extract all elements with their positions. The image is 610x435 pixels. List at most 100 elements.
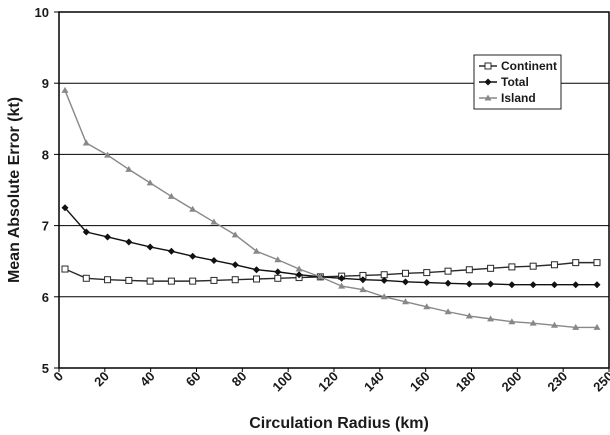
data-point	[508, 318, 516, 325]
x-tick-label: 160	[407, 369, 433, 395]
data-point	[465, 266, 473, 274]
data-point	[484, 94, 492, 101]
data-point	[274, 274, 282, 282]
data-point	[338, 274, 346, 282]
series-layer	[61, 86, 601, 330]
y-tick-label: 9	[42, 76, 49, 91]
data-point	[550, 261, 558, 269]
x-tick-label: 180	[453, 369, 479, 395]
x-axis-ticks: 0 20 40 60 80 100 120 140 160 180 200 230 250	[50, 368, 610, 394]
data-point	[572, 281, 580, 289]
data-point	[189, 252, 197, 260]
x-tick-label: 20	[91, 369, 112, 390]
y-tick-label: 5	[42, 361, 49, 376]
data-point	[550, 281, 558, 289]
series-island	[61, 86, 601, 330]
data-point	[82, 274, 90, 282]
legend: Continent Total Island	[473, 54, 562, 110]
data-point	[61, 265, 69, 273]
y-tick-label: 8	[42, 147, 49, 162]
y-tick-label: 7	[42, 219, 49, 234]
data-point	[274, 268, 282, 276]
legend-label: Total	[501, 75, 529, 89]
data-point	[61, 204, 69, 212]
x-tick-label: 250	[590, 369, 610, 395]
data-point	[125, 276, 133, 284]
x-tick-label: 80	[229, 369, 250, 390]
data-point	[167, 192, 175, 199]
data-point	[253, 247, 261, 254]
data-point	[550, 321, 558, 328]
data-point	[423, 269, 431, 277]
data-point	[210, 218, 218, 225]
data-point	[423, 303, 431, 310]
legend-label: Continent	[501, 59, 557, 73]
data-point	[146, 243, 154, 251]
data-point	[380, 276, 388, 284]
data-point	[444, 267, 452, 275]
data-point	[104, 276, 112, 284]
data-point	[231, 276, 239, 284]
data-point	[61, 86, 69, 93]
x-tick-label: 40	[137, 369, 158, 390]
data-point	[508, 263, 516, 271]
data-point	[380, 293, 388, 300]
data-point	[572, 323, 580, 330]
data-point	[231, 261, 239, 269]
x-tick-label: 200	[499, 369, 525, 395]
data-point	[210, 276, 218, 284]
x-tick-label: 230	[544, 369, 570, 395]
data-point	[593, 259, 601, 267]
data-point	[146, 179, 154, 186]
data-point	[104, 233, 112, 241]
data-point	[401, 269, 409, 277]
data-point	[593, 281, 601, 289]
legend-label: Island	[501, 91, 536, 105]
data-point	[484, 62, 492, 70]
data-point	[529, 281, 537, 289]
data-point	[82, 139, 90, 146]
data-point	[401, 278, 409, 286]
y-axis-title: Mean Absolute Error (kt)	[6, 97, 23, 283]
data-point	[487, 280, 495, 288]
data-point	[593, 323, 601, 330]
data-point	[125, 165, 133, 172]
data-point	[359, 276, 367, 284]
data-point	[125, 238, 133, 246]
x-tick-label: 100	[269, 369, 295, 395]
data-point	[210, 256, 218, 264]
data-point	[465, 312, 473, 319]
data-point	[529, 262, 537, 270]
data-point	[146, 277, 154, 285]
data-point	[274, 256, 282, 263]
x-tick-label: 120	[315, 369, 341, 395]
data-point	[529, 319, 537, 326]
data-point	[508, 281, 516, 289]
series-line	[64, 207, 597, 286]
data-point	[104, 151, 112, 158]
x-tick-label: 140	[361, 369, 387, 395]
x-tick-label: 0	[50, 369, 66, 385]
data-point	[253, 275, 261, 283]
data-point	[253, 266, 261, 274]
series-total	[61, 204, 601, 289]
y-tick-label: 10	[35, 5, 49, 20]
data-point	[444, 308, 452, 315]
data-point	[167, 247, 175, 255]
x-tick-label: 60	[183, 369, 204, 390]
data-point	[189, 277, 197, 285]
y-tick-label: 6	[42, 290, 49, 305]
data-point	[338, 282, 346, 289]
data-point	[380, 271, 388, 279]
data-point	[316, 273, 324, 280]
data-point	[572, 259, 580, 267]
data-point	[82, 228, 90, 236]
series-line	[64, 90, 597, 329]
gridlines	[59, 82, 609, 298]
data-point	[423, 279, 431, 287]
series-continent	[61, 259, 601, 285]
data-point	[444, 279, 452, 287]
data-point	[167, 277, 175, 285]
data-point	[401, 298, 409, 305]
